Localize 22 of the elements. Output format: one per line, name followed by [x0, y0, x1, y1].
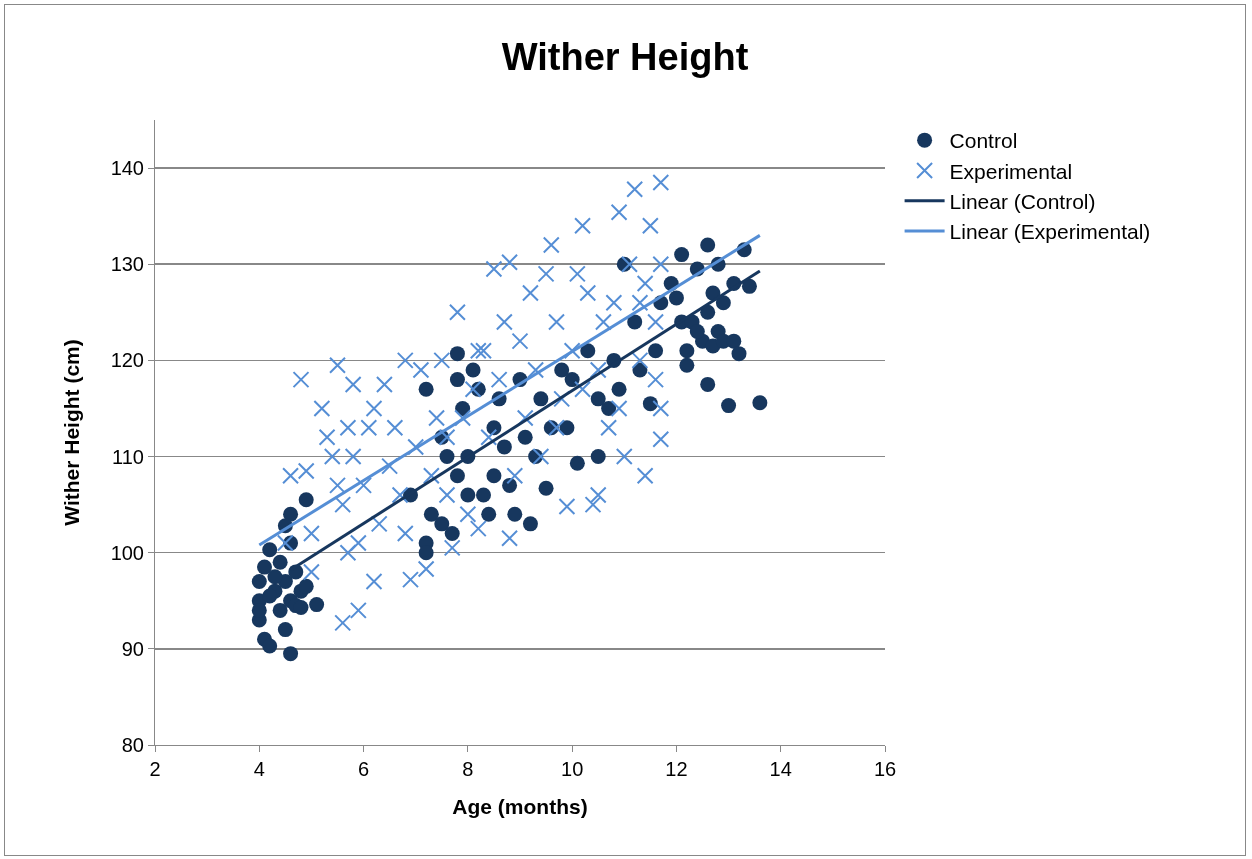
x-tick-label: 12 [665, 758, 688, 780]
y-axis-title: Wither Height (cm) [59, 339, 83, 526]
y-tick-label: 130 [110, 253, 144, 276]
legend-label: Experimental [949, 159, 1073, 183]
x-tick-label: 6 [358, 758, 370, 780]
x-tick-label: 16 [873, 758, 897, 780]
x-tick-label: 4 [253, 758, 265, 780]
y-tick-label: 100 [110, 541, 144, 564]
legend-label: Control [949, 129, 1018, 153]
y-tick-label: 80 [121, 734, 144, 756]
x-tick-label: 14 [769, 758, 792, 780]
legend-label: Linear (Experimental) [949, 220, 1151, 244]
legend-label: Linear (Control) [949, 189, 1096, 213]
y-tick-label: 140 [110, 157, 144, 180]
x-tick-label: 2 [149, 758, 161, 780]
x-tick-label: 8 [462, 758, 474, 780]
chart-title: Wither Height [501, 35, 749, 78]
x-tick-label: 10 [561, 758, 584, 780]
y-tick-label: 110 [112, 445, 144, 468]
y-tick-label: 120 [110, 349, 144, 372]
y-tick-label: 90 [121, 637, 144, 660]
x-axis-title: Age (months) [452, 795, 588, 819]
